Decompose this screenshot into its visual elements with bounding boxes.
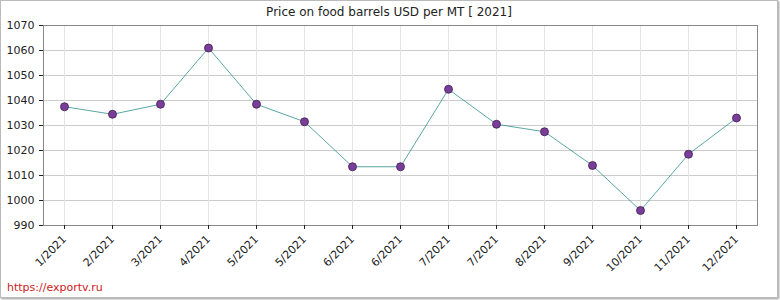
svg-text:11/2021: 11/2021 — [652, 233, 694, 273]
svg-text:8/2021: 8/2021 — [513, 233, 550, 270]
svg-text:1060: 1060 — [7, 44, 35, 57]
svg-text:1000: 1000 — [7, 194, 35, 207]
svg-text:12/2021: 12/2021 — [700, 233, 742, 273]
svg-text:1030: 1030 — [7, 119, 35, 132]
svg-text:6/2021: 6/2021 — [321, 233, 358, 270]
html-text:Price on food barrels USD per: Price on food barrels USD per MT [ 2021] — [266, 5, 512, 19]
svg-text:7/2021: 7/2021 — [465, 233, 502, 270]
svg-text:6/2021: 6/2021 — [369, 233, 406, 270]
svg-text:1050: 1050 — [7, 69, 35, 82]
svg-text:990: 990 — [14, 219, 35, 232]
svg-text:1010: 1010 — [7, 169, 35, 182]
svg-text:1/2021: 1/2021 — [33, 233, 70, 270]
svg-text:9/2021: 9/2021 — [561, 233, 598, 270]
svg-text:1020: 1020 — [7, 144, 35, 157]
svg-text:2/2021: 2/2021 — [81, 233, 118, 270]
svg-text:1070: 1070 — [7, 21, 35, 32]
svg-text:5/2021: 5/2021 — [273, 233, 310, 270]
svg-text:3/2021: 3/2021 — [129, 233, 166, 270]
svg-text:1040: 1040 — [7, 94, 35, 107]
svg-text:5/2021: 5/2021 — [225, 233, 262, 270]
svg-text:4/2021: 4/2021 — [177, 233, 214, 270]
html-text:https://exportv.ru: https://exportv.ru — [7, 281, 103, 294]
svg-text:7/2021: 7/2021 — [417, 233, 454, 270]
svg-text:10/2021: 10/2021 — [604, 233, 646, 273]
